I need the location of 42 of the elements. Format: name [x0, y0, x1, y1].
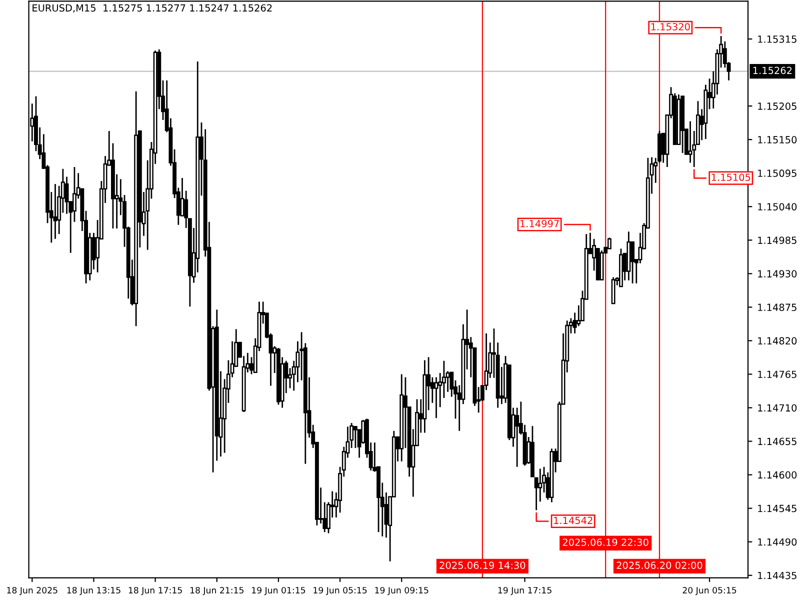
y-tick-label: 1.14710: [758, 404, 797, 412]
y-tick-label: 1.14490: [758, 538, 797, 546]
x-tick-label: 19 Jun 01:15: [252, 586, 306, 596]
x-tick-label: 18 Jun 2025: [7, 586, 58, 596]
candlestick: [611, 276, 616, 304]
ref-line-label: 1.15262: [753, 66, 792, 74]
ref-line-label: 2025.06.19 22:30: [562, 538, 648, 546]
y-tick-label: 1.15315: [758, 35, 796, 43]
x-tick-label: 18 Jun 21:15: [190, 586, 244, 596]
y-tick-label: 1.15095: [758, 170, 796, 177]
y-tick-label: 1.14985: [758, 236, 796, 244]
candlestick: [538, 468, 542, 502]
x-tick-label: 19 Jun 05:15: [314, 586, 367, 596]
y-tick-label: 1.15040: [758, 203, 797, 210]
x-tick-label: 20 Jun 05:15: [682, 586, 736, 596]
ref-line-label: 2025.06.20 02:00: [616, 562, 702, 569]
x-tick-label: 18 Jun 13:15: [67, 586, 120, 596]
candlestick: [607, 236, 612, 250]
y-tick-label: 1.14820: [758, 337, 797, 345]
x-tick-label: 19 Jun 09:15: [375, 586, 428, 596]
candlestick: [353, 425, 358, 449]
y-tick-label: 1.14930: [758, 270, 797, 278]
annotation: 1.15105: [712, 174, 750, 181]
y-tick-label: 1.15150: [758, 136, 797, 144]
y-tick-label: 1.15205: [758, 102, 796, 110]
x-tick-label: 19 Jun 17:15: [498, 586, 552, 596]
x-tick-label: 18 Jun 17:15: [128, 586, 182, 596]
chart-title: EURUSD,M15 1.15275 1.15277 1.15247 1.15262: [32, 4, 272, 13]
candlestick: [434, 376, 438, 419]
ref-line-label: 2025.06.19 14:30: [440, 562, 526, 569]
y-tick-label: 1.14600: [758, 471, 797, 479]
annotation: 1.14542: [554, 516, 592, 524]
annotation: 1.15320: [651, 23, 690, 30]
candlestick: [630, 241, 635, 284]
y-tick-label: 1.14765: [758, 370, 796, 378]
candlestick: [72, 166, 76, 223]
candlestick: [688, 120, 692, 164]
y-tick-label: 1.14875: [758, 304, 796, 312]
y-tick-label: 1.14435: [758, 572, 796, 580]
y-tick-label: 1.14545: [758, 504, 796, 512]
y-tick-label: 1.14655: [758, 438, 796, 446]
annotation: 1.14997: [520, 220, 559, 228]
